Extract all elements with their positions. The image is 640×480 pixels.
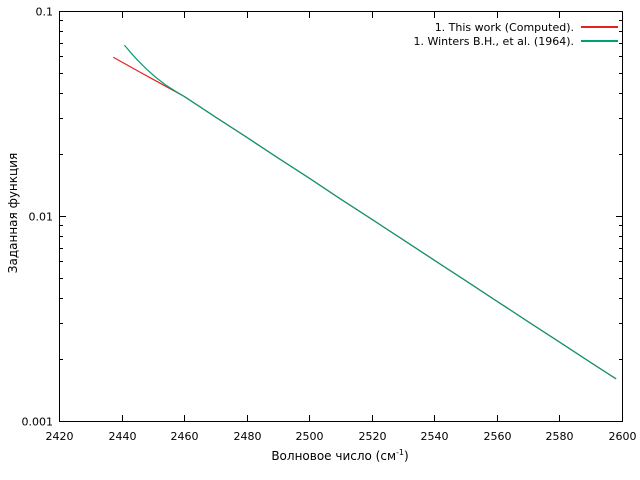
y-axis-title: Заданная функция [6,153,20,273]
series-line-0 [113,56,617,380]
legend-label: 1. This work (Computed). [434,20,574,34]
x-tick-label: 2540 [421,430,449,443]
legend-label: 1. Winters B.H., et al. (1964). [413,34,574,48]
x-axis-title-text: Волновое число (см [271,449,397,463]
legend-item: 1. Winters B.H., et al. (1964). [413,34,618,48]
x-tick-label: 2600 [609,430,637,443]
x-axis-ticks: 2420 2440 2460 2480 2500 2520 2540 2560 2580 2600 [46,12,637,443]
legend-line-sample [581,26,618,28]
series-line-1 [124,44,617,380]
x-tick-label: 2560 [484,430,512,443]
y-axis-minor-ticks [60,20,622,360]
x-tick-label: 2480 [234,430,262,443]
y-axis-title-text: Заданная функция [6,152,20,274]
x-tick-label: 2420 [46,430,74,443]
x-axis-title-suffix: ) [403,449,409,463]
x-tick-label: 2500 [296,430,324,443]
y-tick-label: 0.1 [36,6,54,19]
x-tick-label: 2580 [546,430,574,443]
x-tick-label: 2460 [171,430,199,443]
y-axis-ticks: 0.1 0.01 0.001 [22,6,622,429]
x-axis-title: Волновое число (см-1) [271,448,409,464]
x-tick-label: 2520 [359,430,387,443]
x-axis-title-superscript: -1 [396,448,404,457]
legend: 1. This work (Computed). 1. Winters B.H.… [413,20,618,48]
x-tick-label: 2440 [109,430,137,443]
y-tick-label: 0.001 [22,416,54,429]
y-tick-label: 0.01 [29,211,54,224]
legend-line-sample [581,40,618,42]
plot-border [59,11,623,422]
legend-item: 1. This work (Computed). [413,20,618,34]
